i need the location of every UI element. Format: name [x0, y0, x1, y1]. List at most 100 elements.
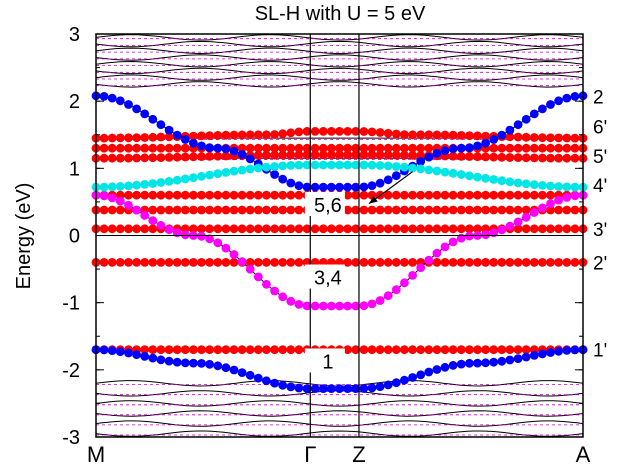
band-point-blue — [99, 345, 109, 355]
band-point-red — [172, 152, 182, 162]
band-point-blue — [375, 178, 385, 188]
band-point-red — [229, 205, 239, 215]
band-point-red — [391, 205, 401, 215]
band-point-red — [213, 131, 223, 140]
band-point-red — [197, 258, 206, 267]
band-point-red — [359, 127, 369, 136]
band-point-blue — [294, 383, 304, 393]
band-point-red — [148, 224, 158, 234]
band-point-red — [513, 258, 523, 267]
band-point-red — [310, 150, 320, 160]
band-point-red — [229, 258, 239, 267]
band-point-red — [164, 190, 174, 200]
band-point-magenta — [148, 216, 158, 226]
band-point-red — [359, 150, 369, 160]
band-point-red — [327, 224, 336, 234]
band-point-red — [132, 133, 142, 143]
band-point-red — [294, 190, 304, 200]
band-point-red — [221, 205, 231, 215]
band-point-blue — [538, 349, 547, 359]
band-point-cyan — [546, 181, 555, 191]
band-point-red — [529, 153, 539, 163]
band-point-red — [521, 258, 531, 267]
band-point-red — [448, 345, 458, 355]
band-point-red — [213, 224, 223, 234]
axis-layer: 3 2 1 0 -1 -2 -3 M Γ Z A 2 6' 5' 4' 3' 2' 1' 5,6 3,4 1 — [62, 24, 607, 467]
band-point-red — [124, 190, 133, 200]
x-tick-label: M — [87, 442, 105, 467]
band-point-red — [294, 258, 304, 267]
band-point-red — [473, 345, 482, 355]
band-point-blue — [391, 171, 401, 181]
band-point-red — [253, 205, 263, 215]
band-point-red — [416, 130, 426, 140]
band-point-red — [448, 224, 458, 234]
band-point-red — [107, 133, 117, 143]
plot-area — [91, 34, 588, 437]
band-point-blue — [310, 384, 320, 393]
band-point-red — [521, 132, 531, 142]
band-point-red — [237, 130, 247, 140]
band-point-red — [213, 345, 223, 355]
band-point-blue — [197, 141, 206, 151]
band-point-red — [359, 143, 369, 153]
band-point-red — [408, 151, 417, 160]
band-point-red — [213, 190, 223, 200]
band-point-blue — [351, 182, 361, 192]
band-point-red — [432, 190, 442, 200]
band-point-magenta — [132, 205, 142, 215]
band-point-cyan — [391, 162, 401, 171]
band-point-red — [124, 258, 133, 267]
y-tick-label: 1 — [69, 158, 80, 180]
band-point-red — [197, 345, 206, 355]
band-point-blue — [562, 93, 572, 103]
band-point-red — [189, 152, 198, 162]
band-point-magenta — [237, 257, 247, 266]
band-point-red — [400, 143, 409, 153]
band-point-blue — [189, 358, 198, 368]
band-point-red — [156, 190, 166, 200]
band-point-red — [164, 205, 174, 215]
band-point-red — [164, 345, 174, 355]
band-point-red — [253, 258, 263, 267]
band-point-cyan — [205, 170, 215, 180]
band-point-blue — [253, 373, 263, 383]
band-point-red — [164, 143, 174, 153]
band-point-red — [197, 190, 206, 200]
band-point-red — [270, 143, 279, 153]
band-point-cyan — [310, 160, 320, 170]
band-point-magenta — [140, 211, 150, 220]
band-point-red — [521, 345, 531, 355]
band-point-cyan — [124, 181, 133, 191]
band-point-red — [481, 190, 490, 200]
band-point-red — [497, 152, 507, 162]
band-line — [95, 81, 584, 88]
band-point-red — [302, 126, 312, 136]
band-point-red — [367, 224, 377, 234]
band-point-magenta — [335, 301, 344, 311]
band-point-red — [513, 143, 523, 153]
band-point-red — [505, 345, 515, 355]
band-point-red — [148, 153, 158, 163]
band-point-blue — [505, 355, 515, 365]
band-point-red — [359, 345, 369, 355]
band-point-cyan — [465, 171, 474, 181]
band-point-blue — [456, 359, 466, 369]
band-point-red — [416, 345, 426, 355]
band-point-blue — [570, 345, 580, 355]
band-point-red — [115, 258, 125, 267]
band-point-red — [286, 205, 296, 215]
band-point-blue — [107, 346, 117, 355]
band-point-red — [164, 258, 174, 267]
band-point-red — [172, 345, 182, 355]
band-point-blue — [132, 350, 142, 360]
band-point-red — [327, 126, 336, 136]
band-point-red — [278, 150, 288, 160]
band-point-red — [367, 150, 377, 160]
band-point-red — [432, 205, 442, 215]
band-point-blue — [497, 356, 507, 366]
band-point-red — [465, 258, 474, 267]
band-point-red — [375, 150, 385, 160]
band-point-red — [473, 205, 482, 215]
band-point-red — [335, 224, 344, 234]
